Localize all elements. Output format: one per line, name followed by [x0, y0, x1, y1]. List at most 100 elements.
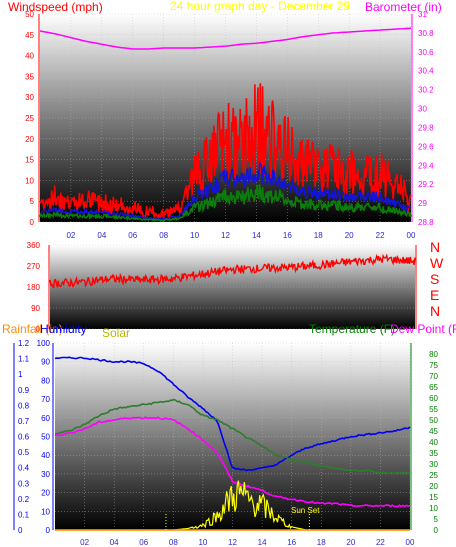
climate-x-tick-label: 06	[139, 538, 148, 547]
wind-y-tick-label: 15	[25, 156, 34, 165]
rainfall-y-tick-label: 1.2	[18, 339, 30, 348]
climate-x-tick-label: 14	[258, 538, 267, 547]
direction-y-tick-label: 180	[27, 283, 41, 292]
climate-x-tick-label: 00	[406, 538, 415, 547]
temperature-f-series-line	[54, 398, 411, 475]
temperature-y-tick-label: 5	[434, 515, 439, 524]
compass-label: N	[430, 239, 440, 255]
dewpoint-label: Dew Point (F)	[390, 322, 456, 336]
direction-y-tick-label: 270	[27, 262, 41, 271]
temperature-y-tick-label: 15	[429, 493, 438, 502]
windspeed-title: Windspeed (mph)	[8, 0, 103, 14]
wind-x-tick-label: 06	[128, 231, 137, 240]
rainfall-y-tick-label: 0.9	[18, 386, 30, 395]
temperature-y-tick-label: 25	[429, 471, 438, 480]
wind-x-tick-label: 02	[66, 231, 75, 240]
climate-x-tick-label: 04	[110, 538, 119, 547]
humidity-y-tick-label: 10	[41, 507, 50, 516]
temperature-label: Temperature (F)	[309, 322, 395, 336]
humidity-y-tick-label: 70	[41, 395, 50, 404]
climate-x-tick-label: 18	[317, 538, 326, 547]
climate-x-tick-label: 22	[376, 538, 385, 547]
rainfall-label: Rainfall (in)	[2, 322, 63, 336]
wind-y-tick-label: 40	[25, 52, 34, 61]
wind-x-tick-label: 10	[190, 231, 199, 240]
compass-label: S	[430, 271, 439, 287]
rainfall-y-tick-label: 0.6	[18, 433, 30, 442]
barometer-series-line	[39, 27, 412, 50]
solar-label: Solar	[102, 326, 130, 340]
climate-x-tick-label: 12	[228, 538, 237, 547]
climate-x-tick-label: 16	[287, 538, 296, 547]
rainfall-y-tick-label: 1	[18, 370, 23, 379]
barometer-y-tick-label: 31	[418, 10, 427, 19]
wind-y-tick-label: 10	[25, 176, 34, 185]
barometer-y-tick-label: 29	[418, 199, 427, 208]
wind-x-tick-label: 08	[159, 231, 168, 240]
barometer-y-tick-label: 29.2	[418, 180, 434, 189]
temperature-y-tick-label: 0	[434, 526, 439, 535]
humidity-y-tick-label: 40	[41, 451, 50, 460]
climate-x-tick-label: 02	[80, 538, 89, 547]
humidity-y-tick-label: 30	[41, 470, 50, 479]
wind-y-tick-label: 45	[25, 31, 34, 40]
wind-x-tick-label: 18	[314, 231, 323, 240]
wind-y-tick-label: 25	[25, 114, 34, 123]
rainfall-y-tick-label: 0.3	[18, 479, 30, 488]
wind-direction-series-line	[49, 253, 416, 289]
wind-y-tick-label: 0	[30, 218, 35, 227]
temperature-y-tick-label: 35	[429, 449, 438, 458]
wind-x-tick-label: 22	[376, 231, 385, 240]
sunset-annotation: Sun Set	[291, 506, 320, 515]
climate-x-tick-label: 08	[169, 538, 178, 547]
temperature-y-tick-label: 70	[429, 372, 438, 381]
wind-x-tick-label: 14	[252, 231, 261, 240]
rainfall-y-tick-label: 1.1	[18, 355, 30, 364]
temperature-y-tick-label: 10	[429, 504, 438, 513]
wind-x-tick-label: 20	[345, 231, 354, 240]
rainfall-y-tick-label: 0	[18, 526, 23, 535]
rainfall-y-tick-label: 0.1	[18, 510, 30, 519]
temperature-y-tick-label: 55	[429, 405, 438, 414]
humidity-y-tick-label: 60	[41, 414, 50, 423]
wind-y-tick-label: 35	[25, 72, 34, 81]
temperature-y-tick-label: 75	[429, 361, 438, 370]
barometer-y-tick-label: 30.2	[418, 86, 434, 95]
barometer-y-tick-label: 30.4	[418, 67, 434, 76]
direction-y-tick-label: 90	[31, 304, 40, 313]
barometer-y-tick-label: 28.8	[418, 218, 434, 227]
temperature-y-tick-label: 65	[429, 383, 438, 392]
humidity-label: Humidity	[40, 322, 87, 336]
barometer-y-tick-label: 29.6	[418, 142, 434, 151]
humidity-y-tick-label: 50	[41, 433, 50, 442]
rainfall-y-tick-label: 0.8	[18, 401, 30, 410]
temperature-y-tick-label: 20	[429, 482, 438, 491]
direction-y-tick-label: 360	[27, 241, 41, 250]
barometer-title: Barometer (in)	[365, 0, 442, 14]
chart-subtitle: 24 hour graph day - December 29	[170, 0, 350, 13]
barometer-y-tick-label: 30.6	[418, 48, 434, 57]
barometer-y-tick-label: 29.4	[418, 161, 434, 170]
humidity-y-tick-label: 100	[37, 339, 51, 348]
wind-y-tick-label: 5	[30, 197, 35, 206]
barometer-y-tick-label: 29.8	[418, 123, 434, 132]
wind-x-tick-label: 00	[407, 231, 416, 240]
humidity-series-line	[54, 356, 411, 472]
temperature-y-tick-label: 60	[429, 394, 438, 403]
temperature-y-tick-label: 40	[429, 438, 438, 447]
wind-y-tick-label: 20	[25, 135, 34, 144]
wind-x-tick-label: 12	[221, 231, 230, 240]
rainfall-y-tick-label: 0.5	[18, 448, 30, 457]
barometer-y-tick-label: 30	[418, 105, 427, 114]
temperature-y-tick-label: 50	[429, 416, 438, 425]
wind-y-tick-label: 30	[25, 93, 34, 102]
climate-x-tick-label: 10	[198, 538, 207, 547]
temperature-y-tick-label: 45	[429, 427, 438, 436]
direction-y-tick-label: 0	[36, 325, 41, 334]
compass-label: N	[430, 303, 440, 319]
wind-low-series-line	[39, 184, 412, 222]
wind-average-series-line	[39, 160, 412, 221]
climate-x-tick-label: 20	[346, 538, 355, 547]
temperature-y-tick-label: 30	[429, 460, 438, 469]
